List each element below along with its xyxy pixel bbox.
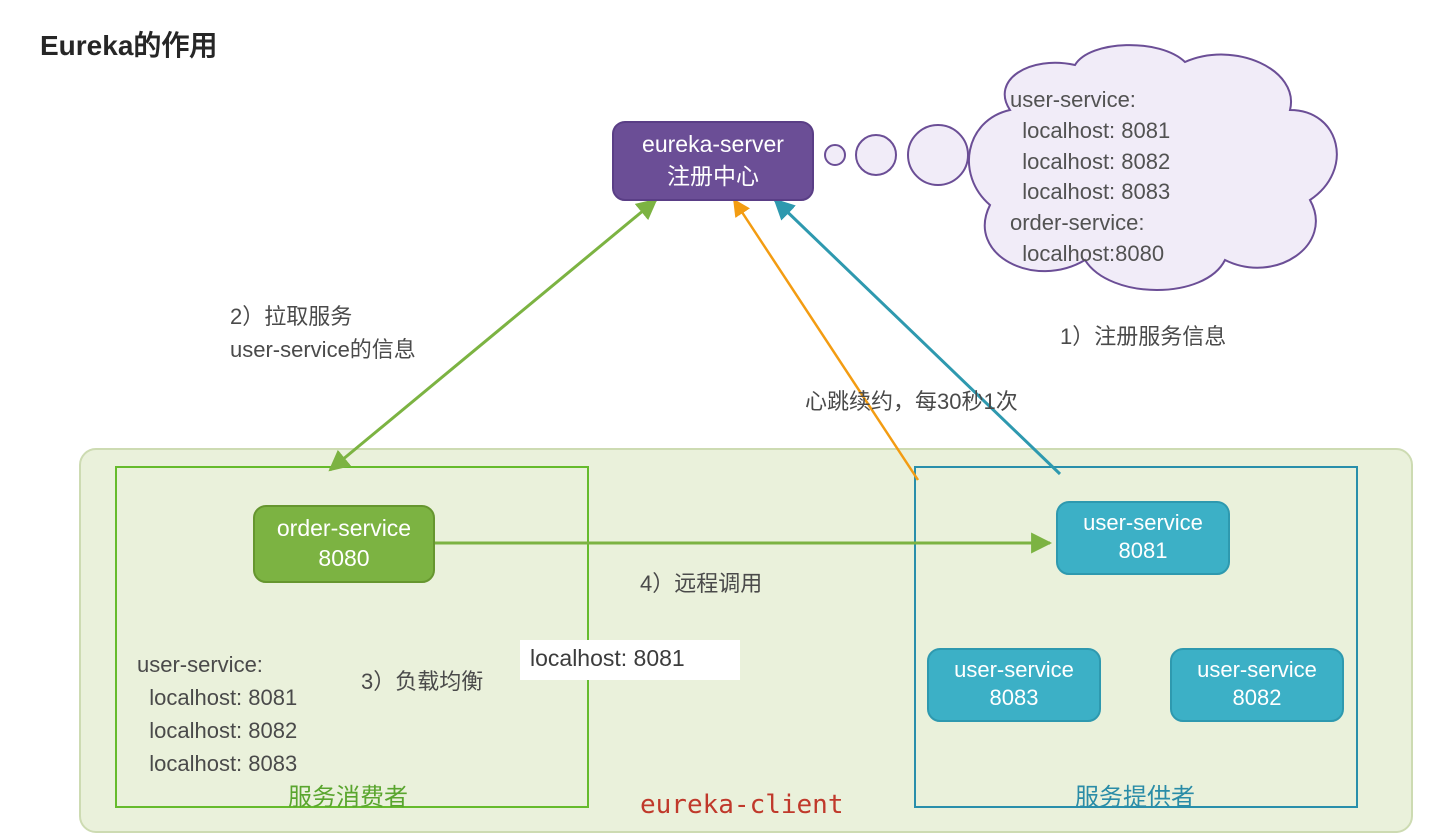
user-service-3-label1: user-service bbox=[1197, 657, 1317, 682]
load-balance-label: 3）负载均衡 bbox=[361, 665, 483, 698]
cloud-bubble-3 bbox=[908, 125, 968, 185]
user-service-2-label2: 8083 bbox=[990, 685, 1039, 710]
order-service-label2: 8080 bbox=[318, 545, 369, 571]
register-label: 1）注册服务信息 bbox=[1060, 320, 1226, 353]
consumer-service-list: user-service: localhost: 8081 localhost:… bbox=[137, 648, 297, 780]
user-service-8083-node: user-service 8083 bbox=[928, 649, 1100, 721]
heartbeat-arrow bbox=[734, 200, 918, 480]
user-service-1-label2: 8081 bbox=[1119, 538, 1168, 563]
user-service-1-label1: user-service bbox=[1083, 510, 1203, 535]
page-title: Eureka的作用 bbox=[40, 24, 217, 64]
selected-host-label: localhost: 8081 bbox=[530, 645, 685, 672]
cloud-bubble-2 bbox=[856, 135, 896, 175]
cloud-registry-text: user-service: localhost: 8081 localhost:… bbox=[1010, 85, 1170, 270]
user-service-3-label2: 8082 bbox=[1233, 685, 1282, 710]
pull-label: 2）拉取服务 user-service的信息 bbox=[230, 300, 416, 366]
user-service-8081-node: user-service 8081 bbox=[1057, 502, 1229, 574]
consumer-panel-label: 服务消费者 bbox=[288, 777, 408, 812]
user-service-2-label1: user-service bbox=[954, 657, 1074, 682]
eureka-server-label1: eureka-server bbox=[642, 131, 784, 157]
heartbeat-label: 心跳续约，每30秒1次 bbox=[805, 385, 1018, 418]
remote-call-label: 4）远程调用 bbox=[640, 567, 762, 600]
eureka-server-label2: 注册中心 bbox=[667, 163, 759, 189]
client-panel-label: eureka-client bbox=[640, 790, 844, 820]
provider-panel-label: 服务提供者 bbox=[1075, 777, 1195, 812]
order-service-node: order-service 8080 bbox=[254, 506, 434, 582]
user-service-8082-node: user-service 8082 bbox=[1171, 649, 1343, 721]
cloud-bubble-1 bbox=[825, 145, 845, 165]
eureka-server-node: eureka-server 注册中心 bbox=[613, 122, 813, 200]
order-service-label1: order-service bbox=[277, 515, 411, 541]
